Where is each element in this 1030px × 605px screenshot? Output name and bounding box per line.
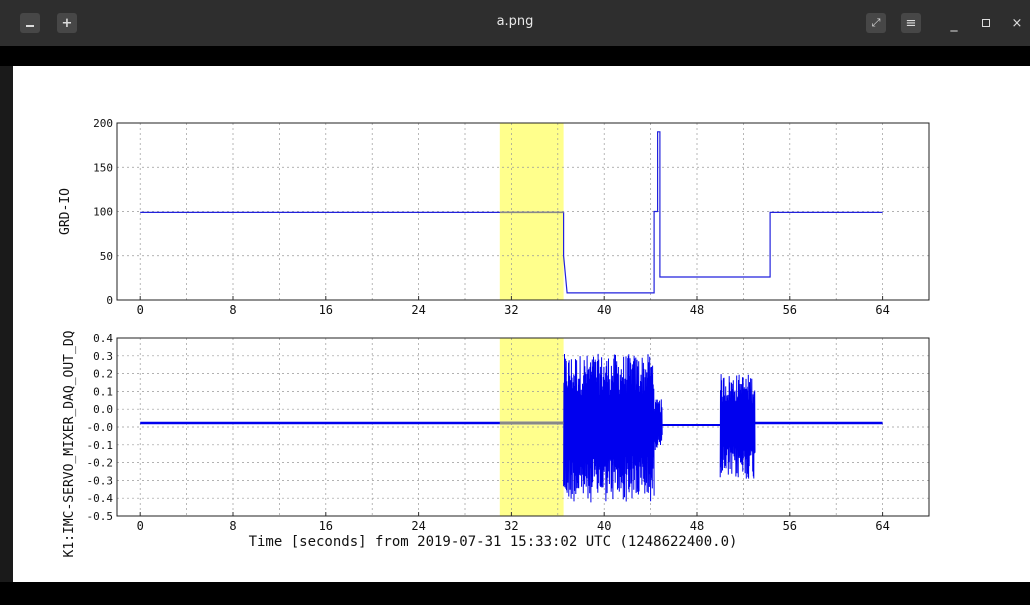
y-axis-label-1: K1:IMC-SERVO_MIXER_DAQ_OUT_DQ <box>62 330 77 557</box>
x-tick-label-0-7: 56 <box>783 303 797 317</box>
x-tick-label-1-2: 16 <box>319 519 333 533</box>
y-tick-label-1-6: -0.1 <box>87 439 114 452</box>
minimize-icon[interactable]: _ <box>950 16 958 32</box>
x-tick-label-0-8: 64 <box>875 303 889 317</box>
maximize-icon[interactable] <box>976 13 996 33</box>
toolbar-spacer <box>0 46 1030 66</box>
x-tick-label-0-2: 16 <box>319 303 333 317</box>
y-tick-label-1-3: 0.1 <box>93 385 113 398</box>
x-tick-label-0-0: 0 <box>137 303 144 317</box>
window-title: a.png <box>496 14 534 29</box>
x-tick-label-0-6: 48 <box>690 303 704 317</box>
x-tick-label-1-8: 64 <box>875 519 889 533</box>
series-burst-0 <box>563 353 655 503</box>
x-tick-label-1-3: 24 <box>411 519 425 533</box>
y-tick-label-1-4: 0.0 <box>93 403 113 416</box>
x-tick-label-0-4: 32 <box>504 303 518 317</box>
x-tick-label-1-5: 40 <box>597 519 611 533</box>
series-burst-1 <box>653 399 663 451</box>
y-tick-label-1-8: -0.3 <box>87 474 114 487</box>
y-tick-label-0-1: 150 <box>93 161 113 174</box>
y-tick-label-1-9: -0.4 <box>87 492 114 505</box>
new-tab-icon[interactable]: + <box>57 13 77 33</box>
x-tick-label-1-0: 0 <box>137 519 144 533</box>
y-tick-label-0-4: 0 <box>106 294 113 307</box>
x-tick-label-0-5: 40 <box>597 303 611 317</box>
x-axis-label-1: Time [seconds] from 2019-07-31 15:33:02 … <box>249 534 738 550</box>
menu-icon[interactable]: ≡ <box>901 13 921 33</box>
y-tick-label-1-7: -0.2 <box>87 457 114 470</box>
x-tick-label-1-1: 8 <box>229 519 236 533</box>
y-tick-label-1-5: -0.0 <box>87 421 114 434</box>
highlight-band-1 <box>499 338 564 516</box>
highlight-band-0 <box>499 123 564 300</box>
y-tick-label-0-0: 200 <box>93 117 113 130</box>
x-tick-label-0-3: 24 <box>411 303 425 317</box>
y-tick-label-1-10: -0.5 <box>87 510 114 523</box>
series-line-0 <box>140 131 883 294</box>
left-border <box>0 66 13 582</box>
y-tick-label-1-1: 0.3 <box>93 350 113 363</box>
x-tick-label-1-4: 32 <box>504 519 518 533</box>
status-bar <box>0 582 1030 605</box>
x-tick-label-1-6: 48 <box>690 519 704 533</box>
image-icon[interactable] <box>20 13 40 33</box>
axes-frame-1 <box>116 337 930 517</box>
y-tick-label-1-0: 0.4 <box>93 332 113 345</box>
y-tick-label-0-3: 50 <box>100 250 113 263</box>
image-canvas[interactable]: 200 150 100 50 0 0 8 16 24 32 40 48 56 64 GRD-IO 0.4 0.3… <box>13 66 1030 582</box>
close-icon[interactable]: × <box>1011 15 1023 31</box>
y-axis-label-0: GRD-IO <box>58 188 73 235</box>
fullscreen-icon[interactable]: ⤢ <box>866 13 886 33</box>
title-bar: + a.png ⤢ ≡ _ × <box>0 0 1030 46</box>
axes-frame-0 <box>116 122 930 301</box>
x-tick-label-0-1: 8 <box>229 303 236 317</box>
y-tick-label-0-2: 100 <box>93 206 113 219</box>
y-tick-label-1-2: 0.2 <box>93 368 113 381</box>
x-tick-label-1-7: 56 <box>783 519 797 533</box>
chart: 200 150 100 50 0 0 8 16 24 32 40 48 56 64 GRD-IO 0.4 0.3… <box>58 117 930 557</box>
series-burst-2 <box>719 374 756 479</box>
